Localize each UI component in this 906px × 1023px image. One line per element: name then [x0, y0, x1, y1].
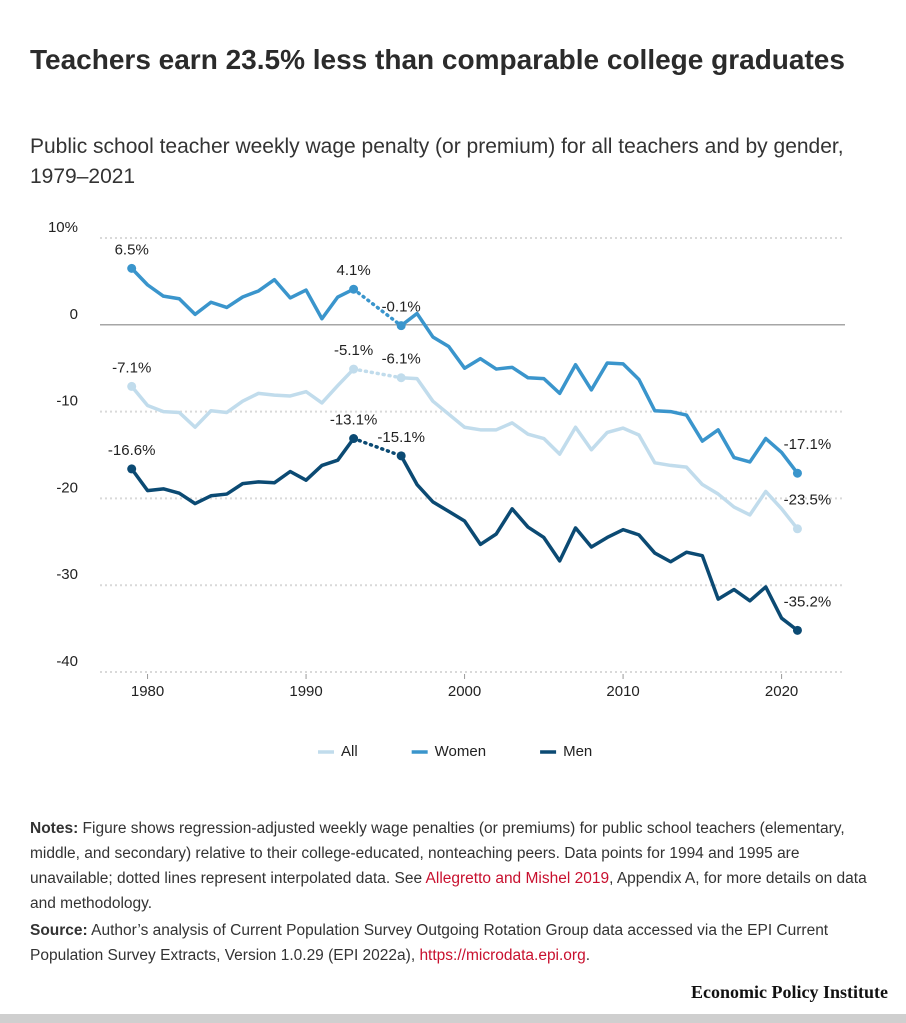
chart-subtitle: Public school teacher weekly wage penalt…	[30, 135, 844, 188]
data-label: 6.5%	[115, 241, 149, 258]
source-link[interactable]: https://microdata.epi.org	[419, 947, 586, 964]
point	[127, 381, 137, 391]
y-tick-label: -10	[56, 393, 78, 410]
point	[792, 468, 802, 478]
data-label: -6.1%	[382, 351, 421, 368]
interpolated-line	[351, 436, 403, 458]
series-line	[401, 376, 799, 530]
point	[127, 263, 137, 273]
data-label: -5.1%	[334, 342, 373, 359]
x-tick-label: 1990	[289, 683, 322, 700]
legend-label: Men	[563, 743, 592, 760]
point	[396, 451, 406, 461]
notes-link[interactable]: Allegretto and Mishel 2019	[425, 870, 610, 887]
source-after: .	[585, 947, 591, 964]
y-tick-label: -40	[56, 653, 78, 670]
x-tick-label: 2020	[765, 683, 798, 700]
legend-label: Women	[435, 743, 486, 760]
series-line	[400, 311, 799, 475]
series-line	[130, 437, 356, 506]
series-line	[130, 367, 355, 429]
legend-label: All	[341, 743, 358, 760]
point	[349, 364, 359, 374]
y-tick-label: -20	[56, 479, 78, 496]
point	[349, 434, 359, 444]
data-label: -23.5%	[784, 492, 832, 509]
y-tick-label: -30	[56, 566, 78, 583]
point	[349, 284, 359, 294]
notes: Notes: Figure shows regression-adjusted …	[30, 816, 880, 916]
x-tick-label: 2000	[448, 683, 481, 700]
notes-label: Notes:	[30, 820, 79, 837]
point	[396, 373, 406, 383]
series-line	[399, 455, 799, 632]
source-label: Source:	[30, 922, 88, 939]
point	[127, 464, 137, 474]
data-label: 4.1%	[337, 262, 371, 279]
footer: Economic Policy Institute	[691, 982, 888, 1002]
data-label: -7.1%	[112, 359, 151, 376]
x-tick-label: 2010	[606, 683, 639, 700]
interpolated-line	[351, 367, 403, 380]
y-tick-label: 10%	[48, 219, 78, 236]
interpolated-line	[351, 287, 403, 328]
chart-title: Teachers earn 23.5% less than comparable…	[30, 44, 845, 75]
x-tick-label: 1980	[131, 683, 164, 700]
point	[792, 524, 802, 534]
notes-after: , Appendix A, for more details on data a…	[30, 870, 867, 912]
y-tick-label: 0	[70, 306, 78, 323]
data-label: -0.1%	[382, 299, 421, 316]
source-text: Author’s analysis of Current Population …	[30, 922, 829, 964]
chart: 10% 0 -10 -20 -30 -40 1980 1990 2000 2010 2020 -7.1…	[48, 219, 845, 760]
notes-text: Figure shows regression-adjusted weekly …	[30, 820, 845, 887]
point	[396, 321, 406, 331]
data-label: -17.1%	[784, 436, 832, 453]
data-label: -16.6%	[108, 442, 156, 459]
point	[792, 625, 802, 635]
data-label: -13.1%	[330, 411, 378, 428]
data-label: -15.1%	[377, 429, 425, 446]
data-label: -35.2%	[784, 593, 832, 610]
source: Source: Author’s analysis of Current Pop…	[30, 918, 880, 968]
series-line	[130, 267, 355, 321]
bottom-bar	[0, 1014, 906, 1023]
